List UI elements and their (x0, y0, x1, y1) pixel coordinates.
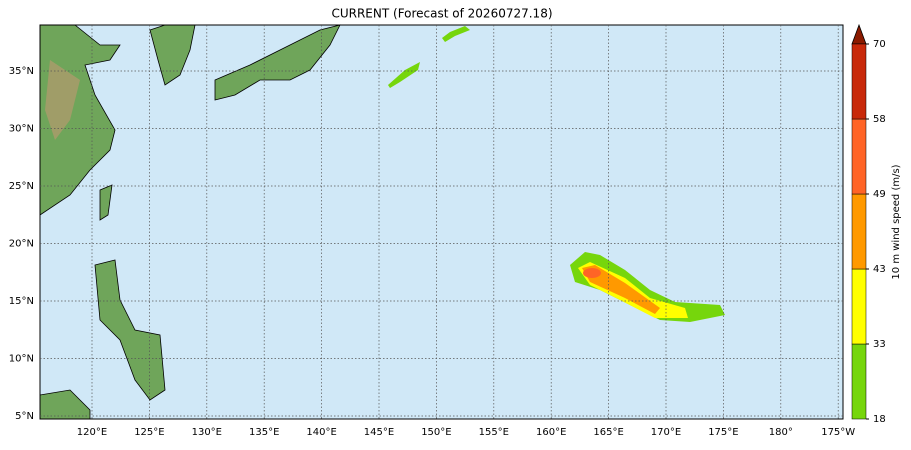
wind-patch (442, 26, 470, 42)
colorbar-tick-label: 49 (873, 189, 886, 200)
storm-wind (570, 252, 725, 322)
lat-label: 30°N (9, 124, 34, 135)
colorbar-tick-label: 33 (873, 339, 886, 350)
wind-patch (388, 62, 420, 88)
colorbar-segment (851, 193, 867, 270)
storm-wind (582, 265, 660, 314)
lon-label: 160°E (536, 427, 566, 438)
lon-label: 155°E (479, 427, 509, 438)
land-philippines (94, 259, 166, 401)
lon-label: 145°E (364, 427, 394, 438)
colorbar-tick-label: 18 (873, 414, 886, 425)
lat-label: 10°N (9, 354, 34, 365)
lon-label: 140°E (306, 427, 336, 438)
lat-label: 5°N (15, 411, 34, 422)
lon-label: 165°E (593, 427, 623, 438)
lon-label: 125°E (134, 427, 164, 438)
colorbar-segment (851, 268, 867, 345)
colorbar-tick-label: 58 (873, 114, 886, 125)
ocean (40, 25, 843, 419)
lon-label: 120°E (77, 427, 107, 438)
colorbar-tick-label: 70 (873, 39, 886, 50)
lon-label: 130°E (192, 427, 222, 438)
colorbar-label: 10 m wind speed (m/s) (891, 164, 902, 279)
lon-label: 170°E (651, 427, 681, 438)
colorbar-segment (851, 343, 867, 420)
map-title: CURRENT (Forecast of 20260727.18) (331, 7, 552, 21)
terrain (45, 60, 80, 140)
lat-label: 15°N (9, 296, 34, 307)
lat-label: 35°N (9, 66, 34, 77)
lon-label: 175°W (821, 427, 855, 438)
colorbar-extend (851, 23, 867, 45)
colorbar-segment (851, 43, 867, 120)
storm-core (583, 268, 601, 278)
lat-label: 20°N (9, 239, 34, 250)
land-japan (214, 24, 341, 101)
lon-label: 175°E (708, 427, 738, 438)
colorbar-tick-label: 43 (873, 264, 886, 275)
lon-label: 180° (769, 427, 793, 438)
map-area (39, 24, 843, 420)
colorbar-segment (851, 118, 867, 195)
land-taiwan (99, 184, 113, 221)
lon-label: 135°E (249, 427, 279, 438)
lon-label: 150°E (421, 427, 451, 438)
lat-label: 25°N (9, 181, 34, 192)
map-frame (39, 24, 844, 420)
